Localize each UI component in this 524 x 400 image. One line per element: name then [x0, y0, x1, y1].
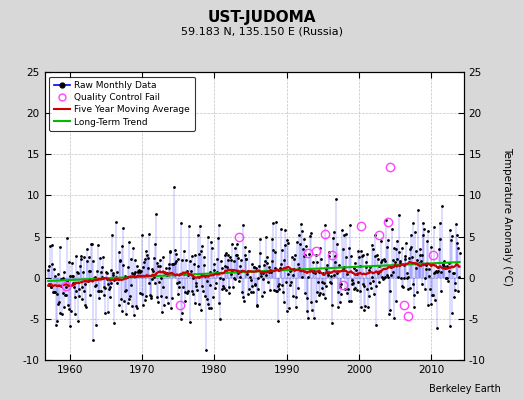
- Text: UST-JUDOMA: UST-JUDOMA: [208, 10, 316, 25]
- Legend: Raw Monthly Data, Quality Control Fail, Five Year Moving Average, Long-Term Tren: Raw Monthly Data, Quality Control Fail, …: [49, 76, 194, 131]
- Text: Berkeley Earth: Berkeley Earth: [429, 384, 500, 394]
- Text: 59.183 N, 135.150 E (Russia): 59.183 N, 135.150 E (Russia): [181, 26, 343, 36]
- Y-axis label: Temperature Anomaly (°C): Temperature Anomaly (°C): [502, 146, 512, 286]
